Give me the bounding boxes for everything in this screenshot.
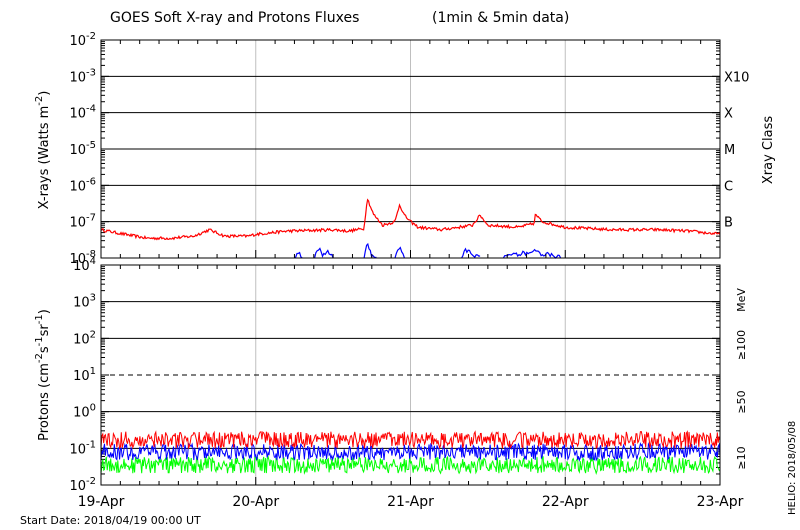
xray-short-series xyxy=(394,246,405,259)
proton-series xyxy=(100,442,721,462)
y-tick-label: 10-5 xyxy=(69,140,96,158)
proton-series xyxy=(100,454,721,475)
credit: HELIO: 2018/05/08 xyxy=(787,421,798,515)
y-tick-label: 10-2 xyxy=(69,476,96,494)
xray-short-series xyxy=(363,242,377,259)
y-tick-label: 10-6 xyxy=(69,176,96,194)
xray-y-label: X-rays (Watts m-2) xyxy=(34,91,52,210)
x-axis: 19-Apr 20-Apr 21-Apr 22-Apr 23-Apr xyxy=(78,40,744,510)
xray-short-series xyxy=(294,251,303,259)
y-tick-label: 10-2 xyxy=(69,31,96,49)
start-date: Start Date: 2018/04/19 00:00 UT xyxy=(20,514,201,527)
proton-panel: 104 103 102 101 100 10-1 10-2 Protons (cm-2s-1s… xyxy=(34,256,748,494)
y-tick-label: 10-8 xyxy=(69,249,96,267)
y-tick-label: 100 xyxy=(73,403,96,421)
xray-class-label: X10 xyxy=(724,70,749,85)
proton-energy-label: ≥10 xyxy=(735,446,748,469)
y-tick-label: 103 xyxy=(73,293,96,311)
xray-panel: 10-2 10-3 10-4 10-5 10-6 10-7 10-8 X10 X M C B Xray … xyxy=(34,31,776,267)
xray-class-label: C xyxy=(724,179,733,194)
xray-class-label: B xyxy=(724,216,733,231)
x-tick-label: 20-Apr xyxy=(232,494,279,510)
x-tick-label: 22-Apr xyxy=(542,494,589,510)
x-tick-label: 19-Apr xyxy=(78,494,125,510)
y-tick-label: 10-4 xyxy=(69,104,96,122)
chart-title: GOES Soft X-ray and Protons Fluxes xyxy=(110,10,359,26)
y-tick-label: 104 xyxy=(73,256,96,274)
xray-class-title: Xray Class xyxy=(761,116,776,184)
proton-series xyxy=(100,430,721,450)
x-tick-label: 23-Apr xyxy=(697,494,744,510)
y-tick-label: 101 xyxy=(73,366,96,384)
xray-short-series xyxy=(502,248,562,259)
chart-subtitle: (1min & 5min data) xyxy=(432,10,569,26)
xray-long-series xyxy=(100,198,721,241)
xray-class-label: X xyxy=(724,107,733,122)
y-tick-label: 10-1 xyxy=(69,439,96,457)
proton-energy-label: ≥50 xyxy=(735,390,748,413)
y-tick-label: 10-3 xyxy=(69,67,96,85)
proton-y-label: Protons (cm-2s-1sr-1) xyxy=(34,309,52,441)
xray-short-series xyxy=(314,247,334,259)
proton-energy-label: MeV xyxy=(735,288,748,312)
y-tick-label: 10-7 xyxy=(69,213,96,231)
proton-energy-label: ≥100 xyxy=(735,330,748,360)
x-tick-label: 21-Apr xyxy=(387,494,434,510)
xray-short-series xyxy=(461,247,481,259)
xray-class-label: M xyxy=(724,143,735,158)
y-tick-label: 102 xyxy=(73,329,96,347)
